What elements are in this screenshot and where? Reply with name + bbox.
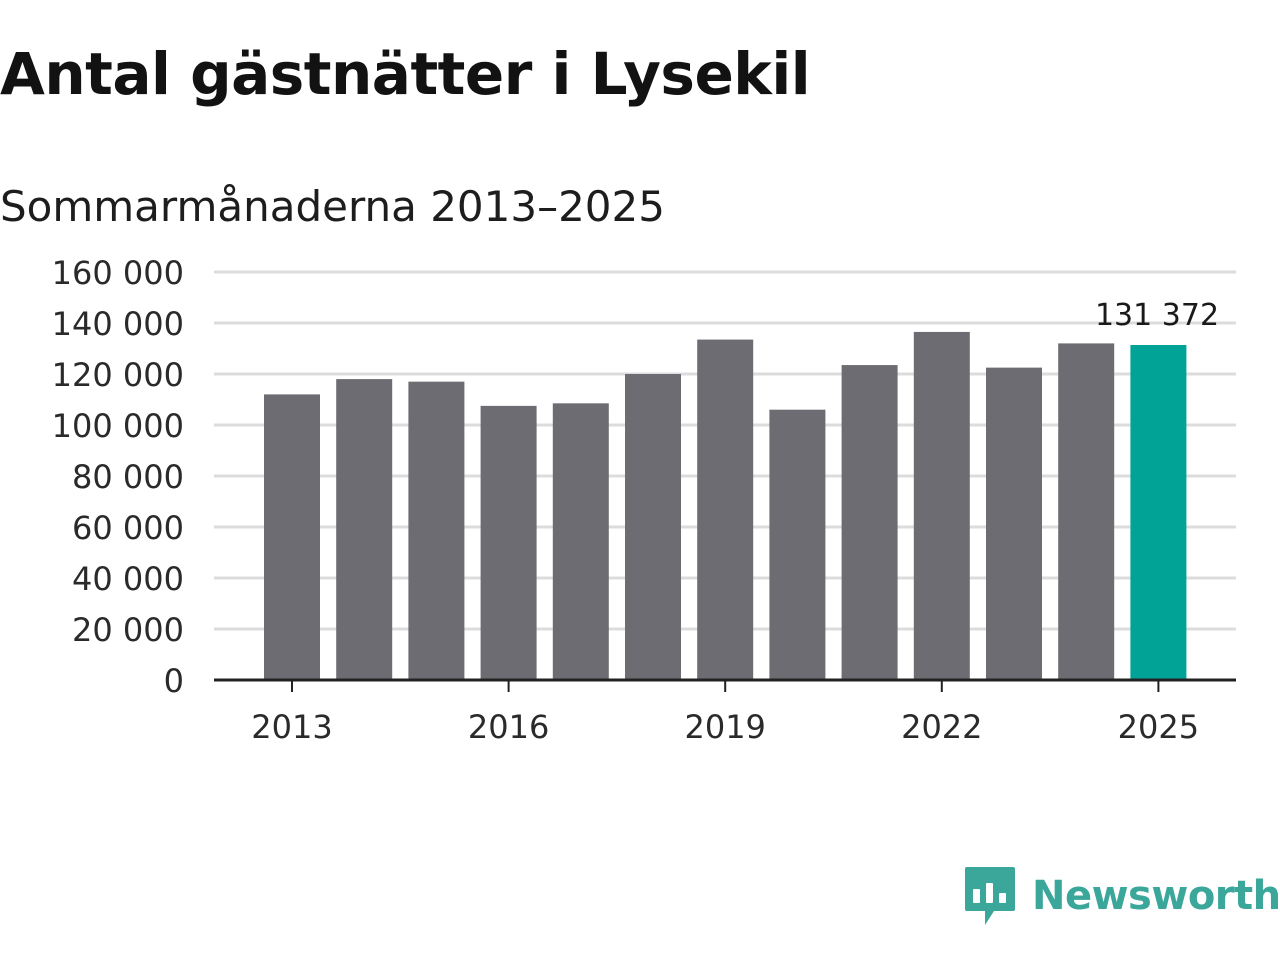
y-tick-label: 80 000 (72, 458, 184, 496)
x-tick-label: 2022 (901, 708, 982, 746)
y-tick-label: 140 000 (52, 305, 184, 343)
brand-name: Newsworthy (1032, 873, 1280, 919)
bar-2023 (986, 367, 1042, 680)
y-tick-label: 20 000 (72, 611, 184, 649)
bar-2020 (769, 409, 826, 680)
bar-2022 (913, 331, 970, 680)
bar-2018 (625, 374, 681, 680)
bar-2019 (697, 339, 754, 680)
chart-subtitle: Sommarmånaderna 2013–2025 (0, 182, 665, 231)
x-axis (214, 678, 1236, 692)
bar-2015 (408, 381, 465, 680)
x-tick-label: 2025 (1118, 708, 1199, 746)
chart-title: Antal gästnätter i Lysekil (0, 40, 811, 108)
y-axis-labels: 0 20 000 40 000 60 000 80 000 100 000 120 000 1… (52, 254, 184, 700)
bar-2013 (264, 394, 320, 680)
x-axis-labels: 2013 2016 2019 2022 2025 (251, 708, 1199, 746)
bar-2024 (1058, 343, 1115, 680)
bar-2014 (336, 379, 393, 680)
x-tick-label: 2016 (468, 708, 549, 746)
x-tick-label: 2019 (684, 708, 765, 746)
bar-2016 (480, 405, 537, 680)
y-tick-label: 160 000 (52, 254, 184, 292)
y-tick-label: 40 000 (72, 560, 184, 598)
bar-2021 (841, 365, 898, 680)
annotations: 131 372 (1095, 298, 1219, 333)
y-tick-label: 0 (164, 662, 184, 700)
y-tick-label: 60 000 (72, 509, 184, 547)
newsworthy-logo-icon (965, 867, 1015, 925)
data-label-2025: 131 372 (1095, 298, 1219, 333)
x-tick-label: 2013 (251, 708, 332, 746)
bars (264, 331, 1187, 680)
bar-2025 (1130, 345, 1187, 680)
bar-2017 (552, 403, 609, 680)
y-tick-label: 120 000 (52, 356, 184, 394)
brand: Newsworthy (964, 864, 1280, 928)
y-tick-label: 100 000 (52, 407, 184, 445)
